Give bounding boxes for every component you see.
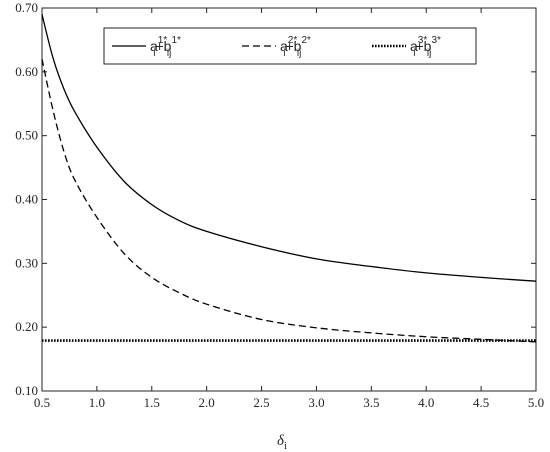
x-axis-title-subscript: i xyxy=(284,440,287,452)
series-line-1 xyxy=(41,14,537,282)
legend-label-2: a2* i+b2* ij xyxy=(280,35,311,59)
x-tick-label: 4.5 xyxy=(473,395,489,410)
y-tick-label: 0.10 xyxy=(15,383,38,398)
x-tick-label: 4.0 xyxy=(418,395,434,410)
x-tick-label: 2.0 xyxy=(199,395,215,410)
x-tick-label: 3.5 xyxy=(363,395,379,410)
y-tick-label: 0.70 xyxy=(15,0,38,15)
y-tick-label: 0.40 xyxy=(15,192,38,207)
y-tick-label: 0.50 xyxy=(15,128,38,143)
series-line-2 xyxy=(41,58,537,343)
plot-area xyxy=(41,7,537,392)
axis-ticks: 0.5 1.0 1.5 2.0 2.5 3.0 3.5 4.0 4.5 5.0 0.10 0.20 0.… xyxy=(15,0,544,410)
x-tick-label: 1.0 xyxy=(89,395,105,410)
x-tick-label: 1.5 xyxy=(144,395,160,410)
legend-box xyxy=(103,27,477,65)
series-layer xyxy=(41,14,537,343)
x-tick-label: 5.0 xyxy=(528,395,544,410)
x-tick-label: 3.0 xyxy=(308,395,324,410)
x-tick-label: 2.5 xyxy=(253,395,269,410)
legend: a1* i+b1* ij a2* i+b2* ij a3* i+b3* ij xyxy=(103,27,477,65)
x-tick-label: 0.5 xyxy=(34,395,50,410)
legend-label-1: a1* i+b1* ij xyxy=(150,35,181,59)
x-axis-title: δi xyxy=(277,433,287,452)
y-tick-label: 0.20 xyxy=(15,319,38,334)
y-tick-label: 0.30 xyxy=(15,255,38,270)
y-tick-label: 0.60 xyxy=(15,64,38,79)
legend-label-3: a3* i+b3* ij xyxy=(410,35,441,59)
